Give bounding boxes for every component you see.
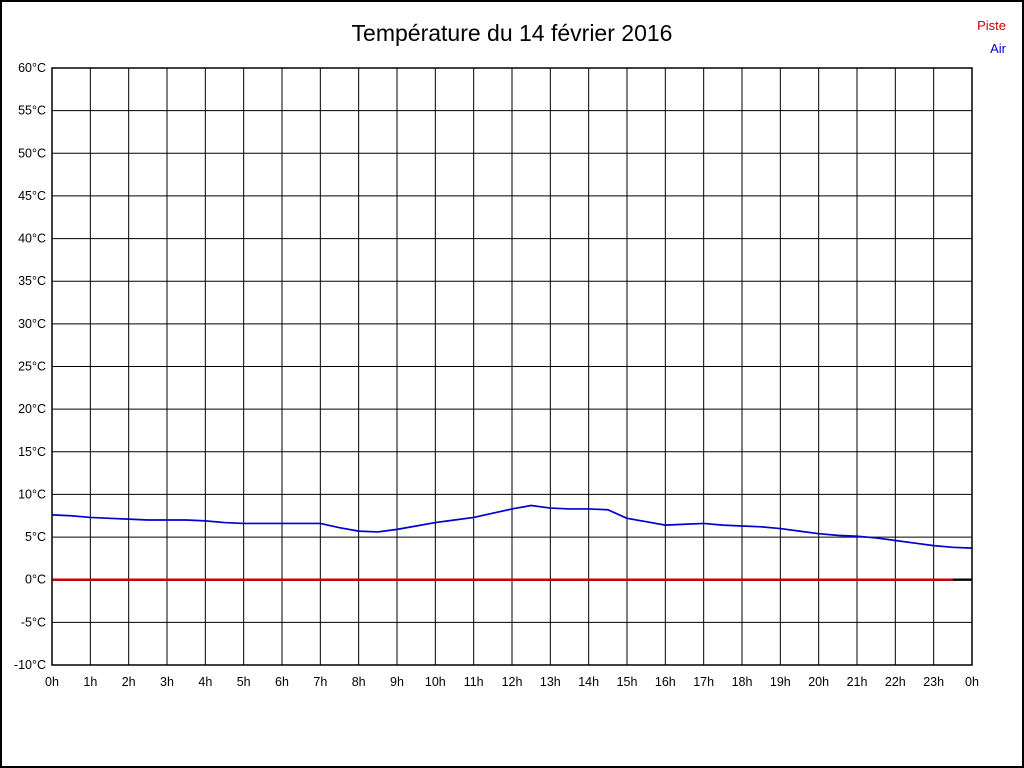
y-tick-label: 25°C: [18, 360, 46, 374]
y-tick-label: -5°C: [21, 615, 46, 629]
x-tick-label: 20h: [808, 675, 829, 689]
x-tick-label: 5h: [237, 675, 251, 689]
x-tick-label: 15h: [617, 675, 638, 689]
x-tick-label: 11h: [464, 675, 484, 689]
x-tick-label: 4h: [198, 675, 212, 689]
y-tick-label: 20°C: [18, 402, 46, 416]
x-tick-label: 8h: [352, 675, 366, 689]
x-tick-label: 0h: [45, 675, 59, 689]
legend-air: Air: [990, 41, 1006, 56]
series-line-air: [51, 504, 973, 550]
x-tick-label: 23h: [923, 675, 944, 689]
y-tick-label: 40°C: [18, 232, 46, 246]
y-tick-label: 45°C: [18, 189, 46, 203]
x-tick-label: 16h: [655, 675, 676, 689]
y-tick-label: 55°C: [18, 104, 46, 118]
plot-border: [51, 67, 973, 666]
x-tick-label: 12h: [502, 675, 523, 689]
x-tick-label: 14h: [578, 675, 599, 689]
y-tick-label: 35°C: [18, 274, 46, 288]
x-tick-label: 19h: [770, 675, 791, 689]
y-tick-label: 15°C: [18, 445, 46, 459]
x-tick-label: 7h: [313, 675, 327, 689]
x-tick-label: 13h: [540, 675, 561, 689]
x-tick-label: 6h: [275, 675, 289, 689]
x-tick-label: 1h: [83, 675, 97, 689]
x-tick-label: 10h: [425, 675, 446, 689]
y-tick-label: 0°C: [25, 573, 46, 587]
x-tick-label: 18h: [732, 675, 753, 689]
x-tick-label: 9h: [390, 675, 404, 689]
y-tick-label: -10°C: [14, 658, 46, 672]
x-tick-label: 17h: [693, 675, 714, 689]
chart-title: Température du 14 février 2016: [351, 20, 673, 46]
y-tick-label: 50°C: [18, 146, 46, 160]
x-tick-label: 2h: [122, 675, 136, 689]
x-tick-label: 21h: [847, 675, 868, 689]
x-tick-label: 3h: [160, 675, 174, 689]
y-tick-label: 30°C: [18, 317, 46, 331]
y-tick-label: 10°C: [18, 487, 46, 501]
x-tick-label: 22h: [885, 675, 906, 689]
y-tick-label: 5°C: [25, 530, 46, 544]
legend-piste: Piste: [977, 18, 1006, 33]
y-tick-label: 60°C: [18, 61, 46, 75]
chart-legend: Piste Air: [977, 14, 1006, 60]
x-tick-label: 0h: [965, 675, 979, 689]
